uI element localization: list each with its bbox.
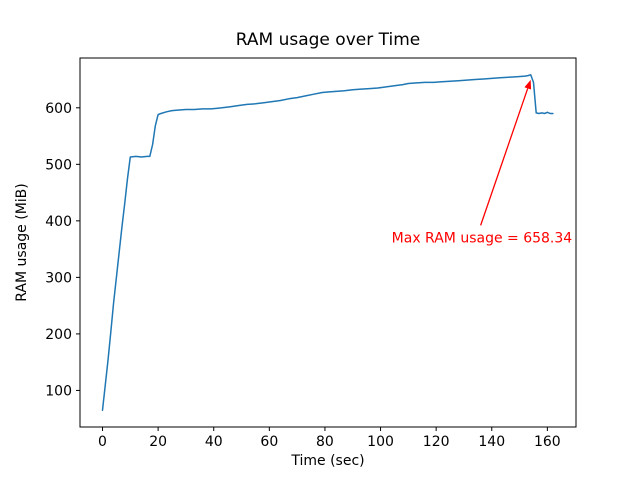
x-tick-label: 100 — [367, 434, 394, 450]
y-tick-label: 500 — [45, 157, 72, 173]
annotation-arrow-line — [480, 88, 529, 226]
x-tick-label: 120 — [423, 434, 450, 450]
x-tick-label: 140 — [478, 434, 505, 450]
x-tick-label: 20 — [149, 434, 167, 450]
y-tick-label: 400 — [45, 214, 72, 230]
max-ram-annotation-text: Max RAM usage = 658.34 — [392, 230, 573, 246]
x-tick-label: 60 — [260, 434, 278, 450]
y-tick-label: 200 — [45, 327, 72, 343]
y-tick-label: 600 — [45, 101, 72, 117]
chart-title: RAM usage over Time — [236, 30, 420, 50]
y-tick-label: 100 — [45, 383, 72, 399]
x-tick-label: 80 — [316, 434, 334, 450]
x-tick-label: 40 — [205, 434, 223, 450]
y-axis-label: RAM usage (MiB) — [14, 183, 30, 301]
x-axis-label: Time (sec) — [290, 453, 364, 469]
x-tick-label: 160 — [534, 434, 561, 450]
y-tick-label: 300 — [45, 270, 72, 286]
annotation-arrow-head — [524, 79, 532, 90]
x-tick-label: 0 — [98, 434, 107, 450]
ram-usage-line — [101, 74, 554, 411]
plot-border — [79, 57, 577, 428]
